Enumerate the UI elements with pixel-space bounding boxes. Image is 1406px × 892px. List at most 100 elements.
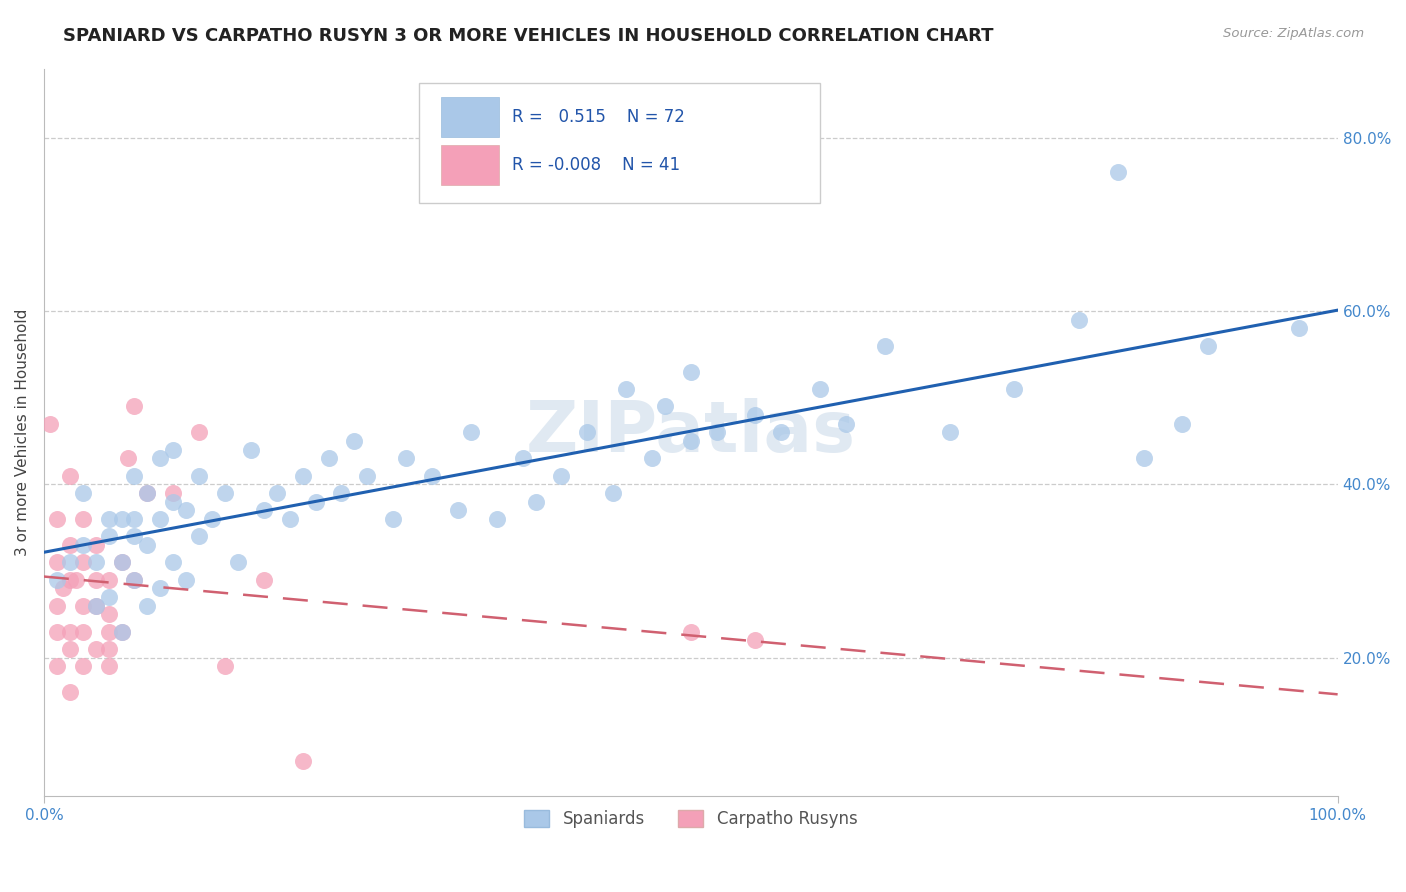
Point [110,555,132,569]
Point [97,573,120,587]
Point [318,451,340,466]
Point [110,624,132,639]
Point [460,425,482,440]
Point [1107,165,1129,179]
Point [110,512,132,526]
Point [447,503,470,517]
Point [188,425,211,440]
Point [124,573,146,587]
Point [291,755,314,769]
Point [188,529,211,543]
Point [420,468,443,483]
Point [39,417,62,431]
Point [304,494,326,508]
Point [162,486,184,500]
Text: Source: ZipAtlas.com: Source: ZipAtlas.com [1223,27,1364,40]
Point [136,599,159,613]
Point [253,573,276,587]
Point [124,400,146,414]
Point [873,339,896,353]
Point [654,400,676,414]
Point [45,624,67,639]
Point [524,494,547,508]
Point [266,486,288,500]
Point [162,442,184,457]
Point [136,486,159,500]
Point [291,468,314,483]
FancyBboxPatch shape [419,83,820,203]
Point [253,503,276,517]
Point [835,417,858,431]
Text: R = -0.008    N = 41: R = -0.008 N = 41 [512,156,681,174]
Point [45,512,67,526]
Point [679,624,702,639]
Point [770,425,793,440]
Point [97,529,120,543]
Point [641,451,664,466]
Point [1171,417,1194,431]
Point [59,624,82,639]
Point [214,486,236,500]
Point [97,607,120,622]
Point [201,512,224,526]
Point [1002,382,1025,396]
Point [614,382,637,396]
Point [1132,451,1154,466]
Point [382,512,405,526]
Point [65,573,87,587]
Point [706,425,728,440]
Point [1067,312,1090,326]
Point [226,555,249,569]
Point [149,581,172,595]
Point [149,512,172,526]
Point [239,442,262,457]
Point [59,573,82,587]
Point [72,538,94,552]
Point [136,486,159,500]
Point [124,529,146,543]
Y-axis label: 3 or more Vehicles in Household: 3 or more Vehicles in Household [15,309,30,556]
Point [45,599,67,613]
Point [59,641,82,656]
Point [97,512,120,526]
Text: ZIPatlas: ZIPatlas [526,398,856,467]
Point [97,590,120,604]
Point [72,555,94,569]
Point [45,573,67,587]
Point [149,451,172,466]
Point [110,555,132,569]
Point [59,555,82,569]
Point [45,555,67,569]
Point [162,494,184,508]
Point [84,599,107,613]
Point [343,434,366,448]
Legend: Spaniards, Carpatho Rusyns: Spaniards, Carpatho Rusyns [517,804,863,835]
Point [550,468,572,483]
Point [97,659,120,673]
Point [72,486,94,500]
Point [938,425,960,440]
Point [72,659,94,673]
Point [1197,339,1219,353]
Point [174,573,197,587]
Point [59,468,82,483]
Point [59,538,82,552]
Point [84,573,107,587]
Text: SPANIARD VS CARPATHO RUSYN 3 OR MORE VEHICLES IN HOUSEHOLD CORRELATION CHART: SPANIARD VS CARPATHO RUSYN 3 OR MORE VEH… [63,27,994,45]
Point [72,512,94,526]
Point [214,659,236,673]
Point [124,573,146,587]
Point [97,641,120,656]
Point [52,581,75,595]
Point [744,408,766,422]
Point [84,555,107,569]
Point [97,624,120,639]
Point [744,633,766,648]
Point [1288,321,1310,335]
Point [808,382,831,396]
Point [576,425,599,440]
Point [485,512,508,526]
Point [117,451,139,466]
Point [679,434,702,448]
Point [59,685,82,699]
